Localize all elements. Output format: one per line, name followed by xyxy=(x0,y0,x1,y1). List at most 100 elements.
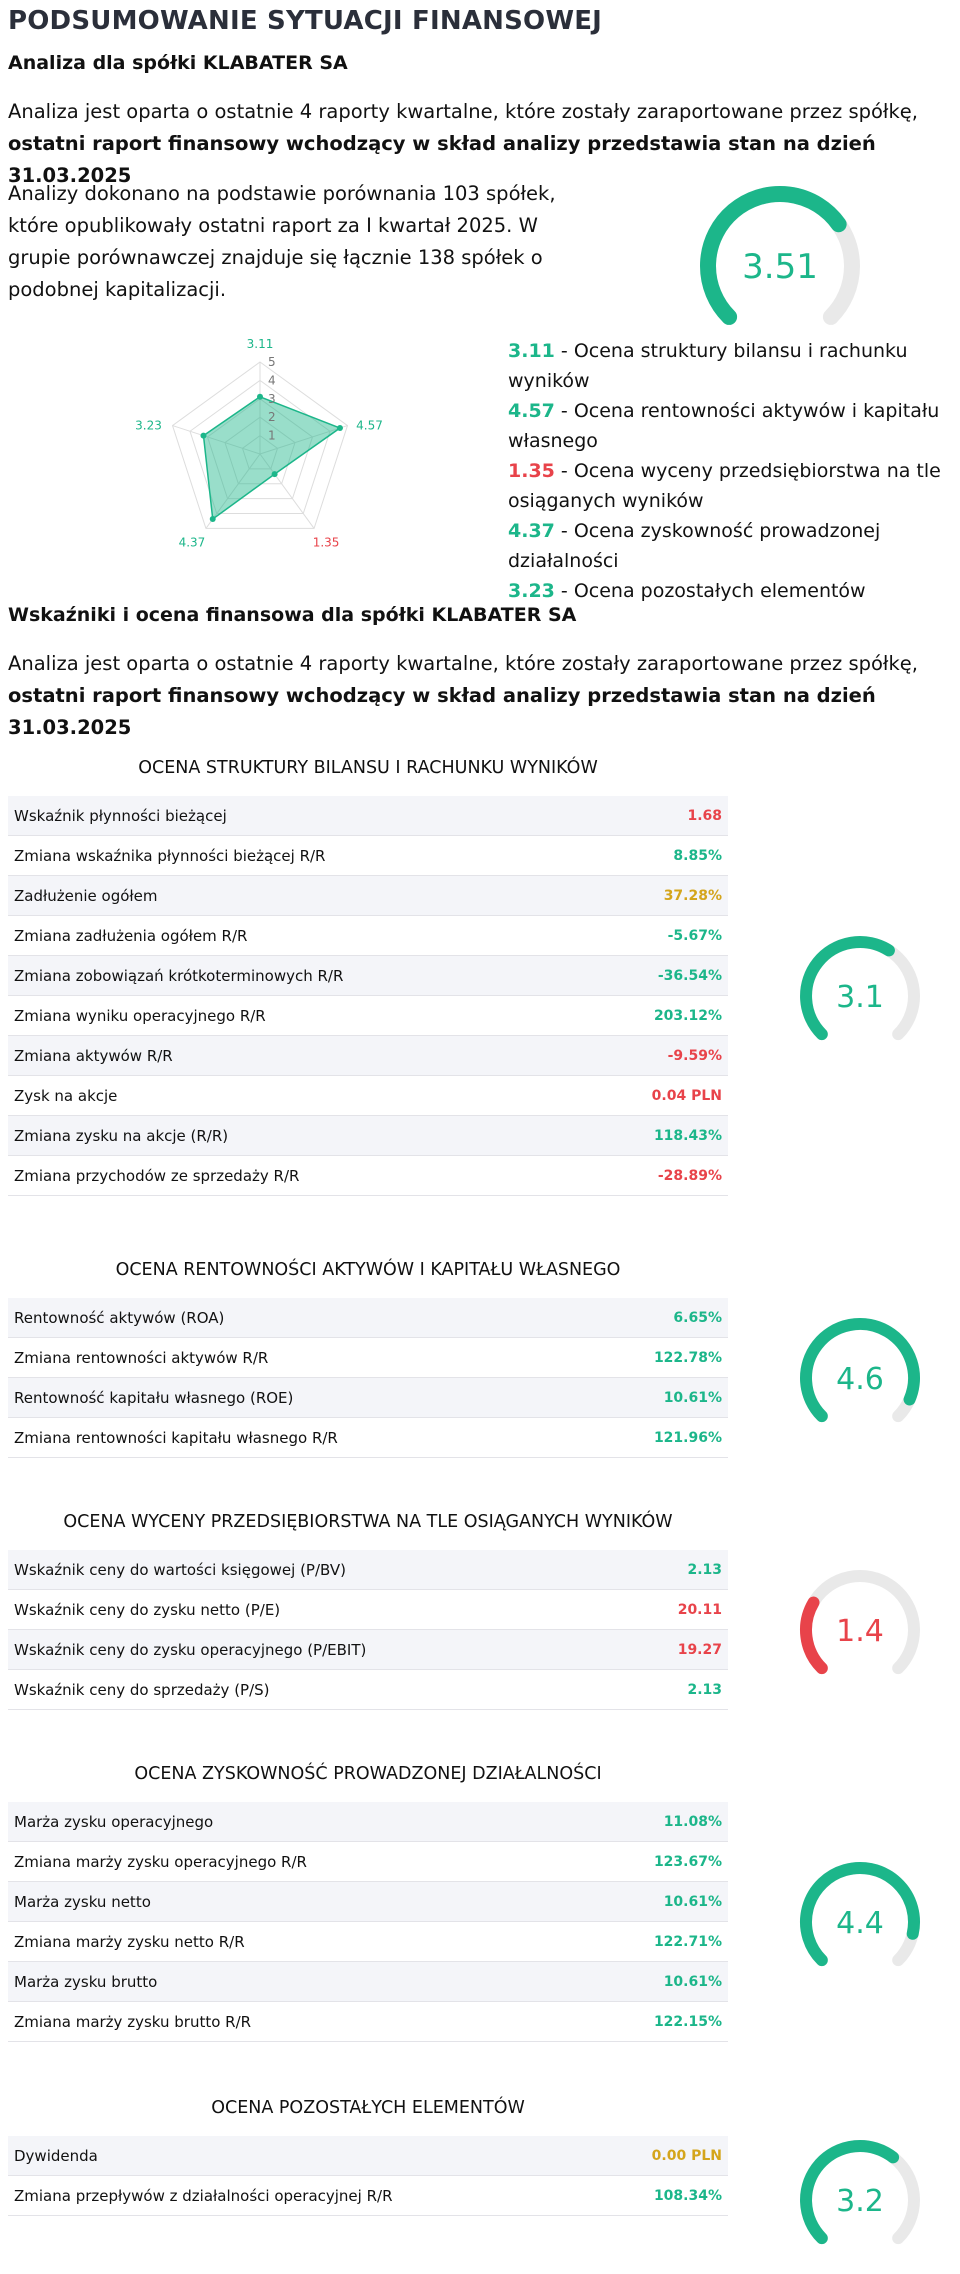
table-row: Wskaźnik ceny do wartości księgowej (P/B… xyxy=(8,1550,728,1590)
radar-scale-label: 3 xyxy=(268,392,276,406)
gauge-fill xyxy=(800,936,895,1041)
table-row: Zmiana rentowności kapitału własnego R/R… xyxy=(8,1418,728,1458)
legend-text: - Ocena zyskowność prowadzonej działalno… xyxy=(508,520,881,572)
section-score-gauge: 1.4 xyxy=(796,1566,924,1694)
legend-item-profitability-assets: 4.57 - Ocena rentowności aktywów i kapit… xyxy=(508,396,958,456)
indicator-value: 11.08% xyxy=(663,1813,722,1830)
legend-item-other: 3.23 - Ocena pozostałych elementów xyxy=(508,576,958,606)
radar-scale-label: 5 xyxy=(268,355,276,369)
radar-point-label: 3.11 xyxy=(247,337,274,351)
gauge-fill xyxy=(700,186,847,325)
radar-point-label: 4.57 xyxy=(356,419,383,433)
indicator-value: 6.65% xyxy=(673,1309,722,1326)
section-score-value: 4.4 xyxy=(836,1906,884,1941)
radar-point-label: 1.35 xyxy=(313,535,340,549)
indicator-label: Rentowność aktywów (ROA) xyxy=(14,1308,225,1327)
intro-bold-text: ostatni raport finansowy wchodzący w skł… xyxy=(8,684,876,739)
indicator-value: -36.54% xyxy=(657,967,722,984)
radar-scale-label: 1 xyxy=(268,429,276,443)
section-title: OCENA RENTOWNOŚCI AKTYWÓW I KAPITAŁU WŁA… xyxy=(115,1260,621,1280)
radar-scale-label: 4 xyxy=(268,373,276,387)
overall-score-gauge: 3.51 xyxy=(690,176,870,356)
gauge-fill xyxy=(800,1862,920,1967)
table-row: Dywidenda 0.00 PLN xyxy=(8,2136,728,2176)
radar-grid xyxy=(171,361,349,529)
indicator-table: Rentowność aktywów (ROA) 6.65% Zmiana rent… xyxy=(8,1298,728,1458)
indicator-value: 0.00 PLN xyxy=(651,2147,722,2164)
indicator-label: Zysk na akcje xyxy=(14,1086,118,1105)
indicator-label: Zmiana rentowności aktywów R/R xyxy=(14,1348,269,1367)
radar-axis xyxy=(172,425,261,455)
table-row: Wskaźnik ceny do sprzedaży (P/S) 2.13 xyxy=(8,1670,728,1710)
legend-value: 4.37 xyxy=(508,520,555,542)
legend-value: 1.35 xyxy=(508,460,555,482)
indicator-label: Zmiana marży zysku netto R/R xyxy=(14,1932,245,1951)
table-row: Zmiana marży zysku netto R/R 122.71% xyxy=(8,1922,728,1962)
radar-data-point xyxy=(209,516,216,523)
radar-data-point xyxy=(200,432,207,439)
indicator-value: 1.68 xyxy=(687,807,722,824)
section-title: OCENA STRUKTURY BILANSU I RACHUNKU WYNIK… xyxy=(138,758,598,778)
radar-data-point xyxy=(257,393,263,400)
radar-data-point xyxy=(271,471,278,478)
radar-point-labels: 3.11 4.57 1.35 4.37 3.23 xyxy=(135,337,383,549)
radar-point-label: 4.37 xyxy=(179,535,206,549)
legend-item-balance: 3.11 - Ocena struktury bilansu i rachunk… xyxy=(508,336,958,396)
indicators-title: Wskaźniki i ocena finansowa dla spółki K… xyxy=(8,604,577,626)
table-row: Zmiana wskaźnika płynności bieżącej R/R 8… xyxy=(8,836,728,876)
table-row: Rentowność kapitału własnego (ROE) 10.61% xyxy=(8,1378,728,1418)
overall-score-value: 3.51 xyxy=(742,247,818,287)
intro-text: Analiza jest oparta o ostatnie 4 raporty… xyxy=(8,652,918,675)
table-row: Wskaźnik ceny do zysku operacyjnego (P/E… xyxy=(8,1630,728,1670)
intro-paragraph: Analiza jest oparta o ostatnie 4 raporty… xyxy=(8,96,952,192)
section-score-value: 3.2 xyxy=(836,2184,884,2219)
legend-text: - Ocena struktury bilansu i rachunku wyn… xyxy=(508,340,908,392)
section-title: OCENA WYCENY PRZEDSIĘBIORSTWA NA TLE OSI… xyxy=(63,1512,673,1532)
indicator-label: Zmiana wyniku operacyjnego R/R xyxy=(14,1006,266,1025)
indicator-value: 122.71% xyxy=(653,1933,722,1950)
indicator-label: Zmiana marży zysku brutto R/R xyxy=(14,2012,252,2031)
comparison-note: Analizy dokonano na podstawie porównania… xyxy=(8,182,556,301)
radar-axis xyxy=(259,425,348,455)
gauge-fill xyxy=(800,2140,900,2245)
legend-value: 3.23 xyxy=(508,580,555,602)
indicator-label: Wskaźnik ceny do zysku operacyjnego (P/E… xyxy=(14,1640,367,1659)
radar-data-point xyxy=(336,425,343,432)
section-score-gauge: 4.6 xyxy=(796,1314,924,1442)
indicator-value: 8.85% xyxy=(673,847,722,864)
indicator-label: Zmiana marży zysku operacyjnego R/R xyxy=(14,1852,307,1871)
table-row: Zmiana zobowiązań krótkoterminowych R/R -… xyxy=(8,956,728,996)
indicator-value: 37.28% xyxy=(663,887,722,904)
table-row: Zmiana przychodów ze sprzedaży R/R -28.89… xyxy=(8,1156,728,1196)
indicator-value: -9.59% xyxy=(667,1047,722,1064)
section-title: OCENA ZYSKOWNOŚĆ PROWADZONEJ DZIAŁALNOŚC… xyxy=(134,1764,602,1784)
indicator-value: 123.67% xyxy=(653,1853,722,1870)
table-row: Zmiana zadłużenia ogółem R/R -5.67% xyxy=(8,916,728,956)
legend-text: - Ocena pozostałych elementów xyxy=(554,580,866,602)
indicator-label: Wskaźnik płynności bieżącej xyxy=(14,806,227,825)
indicator-table: Marża zysku operacyjnego 11.08% Zmiana mar… xyxy=(8,1802,728,2042)
indicator-label: Zmiana wskaźnika płynności bieżącej R/R xyxy=(14,846,326,865)
indicator-label: Zmiana rentowności kapitału własnego R/R xyxy=(14,1428,338,1447)
table-row: Zmiana zysku na akcje (R/R) 118.43% xyxy=(8,1116,728,1156)
indicator-label: Wskaźnik ceny do sprzedaży (P/S) xyxy=(14,1680,270,1699)
legend-text: - Ocena rentowności aktywów i kapitału w… xyxy=(508,400,940,452)
indicator-label: Zmiana aktywów R/R xyxy=(14,1046,173,1065)
radar-data-points xyxy=(200,393,343,523)
indicator-value: 0.04 PLN xyxy=(651,1087,722,1104)
indicator-value: 20.11 xyxy=(677,1601,722,1618)
indicator-table: Dywidenda 0.00 PLN Zmiana przepływów z dzi… xyxy=(8,2136,728,2216)
indicator-table: Wskaźnik płynności bieżącej 1.68 Zmiana ws… xyxy=(8,796,728,1196)
table-row: Zysk na akcje 0.04 PLN xyxy=(8,1076,728,1116)
indicator-value: 10.61% xyxy=(663,1893,722,1910)
table-row: Marża zysku netto 10.61% xyxy=(8,1882,728,1922)
indicator-value: 10.61% xyxy=(663,1973,722,1990)
indicator-label: Zadłużenie ogółem xyxy=(14,886,158,905)
gauge-fill xyxy=(800,1318,920,1423)
radar-data-area xyxy=(202,395,342,521)
indicator-table: Wskaźnik ceny do wartości księgowej (P/B… xyxy=(8,1550,728,1710)
radar-chart: 1 2 3 4 5 3.11 4.57 1.35 4.37 3.23 xyxy=(100,326,420,576)
indicator-value: 19.27 xyxy=(677,1641,722,1658)
section-score-value: 3.1 xyxy=(836,980,884,1015)
